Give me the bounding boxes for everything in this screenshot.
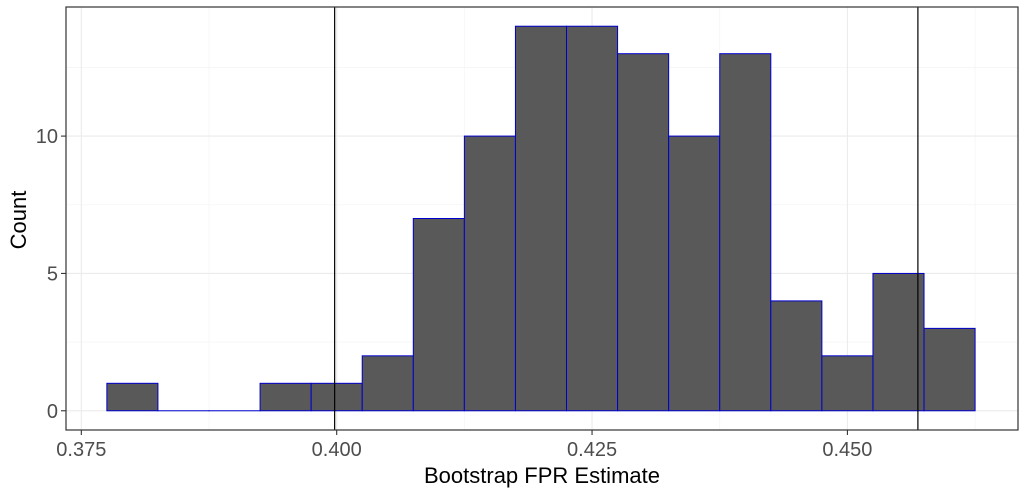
histogram-bar <box>923 327 976 412</box>
histogram-bar <box>514 25 568 412</box>
panel-border <box>65 6 1019 431</box>
histogram-bar <box>668 135 721 412</box>
x-axis-title: Bootstrap FPR Estimate <box>424 463 660 488</box>
histogram-bar <box>821 355 874 412</box>
histogram-bar <box>412 218 465 412</box>
histogram-bar <box>617 53 670 412</box>
y-tick-label: 10 <box>36 126 58 148</box>
y-tick-label: 5 <box>47 263 58 285</box>
histogram-bar <box>106 382 159 412</box>
histogram-bar <box>259 382 312 412</box>
y-tick-label: 0 <box>47 401 58 423</box>
reference-lines <box>334 7 919 430</box>
histogram-bars <box>106 25 976 412</box>
x-tick-label: 0.375 <box>56 439 106 461</box>
x-tick-label: 0.400 <box>312 439 362 461</box>
axis-ticks: 0.375 0.400 0.425 0.450 0 5 10 <box>36 126 873 461</box>
histogram-bar <box>463 135 516 412</box>
y-axis-title: Count <box>6 191 31 250</box>
histogram-bar <box>361 355 414 412</box>
histogram-bar <box>719 53 772 412</box>
histogram-bar <box>566 25 619 412</box>
histogram-bar <box>770 300 823 412</box>
histogram-bar <box>310 382 363 412</box>
histogram-bar <box>872 272 925 412</box>
x-tick-label: 0.425 <box>567 439 617 461</box>
x-tick-label: 0.450 <box>822 439 872 461</box>
